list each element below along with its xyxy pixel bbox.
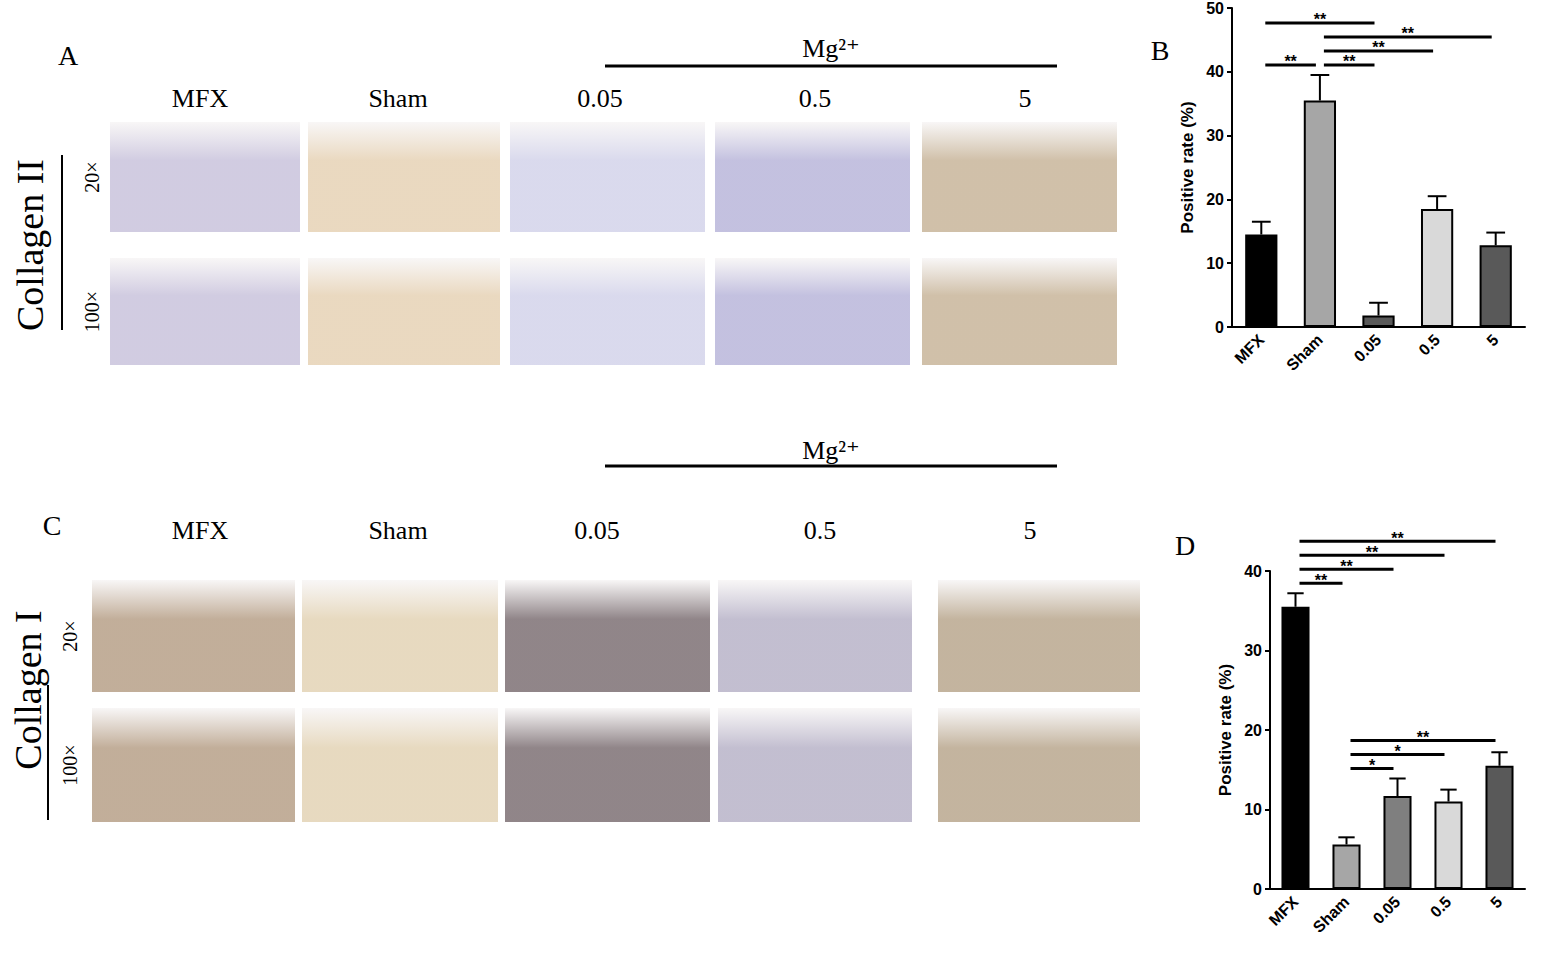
svg-text:Sham: Sham bbox=[368, 516, 427, 545]
svg-text:Mg²⁺: Mg²⁺ bbox=[802, 34, 860, 63]
svg-text:0: 0 bbox=[1215, 319, 1224, 336]
svg-text:*: * bbox=[1369, 757, 1376, 774]
svg-text:MFX: MFX bbox=[172, 516, 229, 545]
svg-text:5: 5 bbox=[1487, 893, 1505, 911]
svg-text:MFX: MFX bbox=[1266, 893, 1302, 929]
svg-text:Sham: Sham bbox=[368, 84, 427, 113]
svg-text:**: ** bbox=[1284, 53, 1297, 70]
svg-text:0.5: 0.5 bbox=[1415, 331, 1443, 359]
svg-text:5: 5 bbox=[1019, 84, 1032, 113]
svg-text:0.5: 0.5 bbox=[804, 516, 837, 545]
svg-text:**: ** bbox=[1314, 11, 1327, 28]
svg-text:30: 30 bbox=[1244, 642, 1262, 659]
svg-text:D: D bbox=[1175, 530, 1195, 561]
svg-text:20: 20 bbox=[1206, 191, 1224, 208]
svg-text:**: ** bbox=[1372, 39, 1385, 56]
svg-text:Collagen II: Collagen II bbox=[9, 159, 51, 331]
svg-text:**: ** bbox=[1366, 544, 1379, 561]
svg-text:C: C bbox=[43, 510, 62, 541]
svg-text:20: 20 bbox=[1244, 722, 1262, 739]
svg-text:10: 10 bbox=[1244, 801, 1262, 818]
svg-text:*: * bbox=[1394, 743, 1401, 760]
svg-text:0.5: 0.5 bbox=[1427, 893, 1455, 921]
svg-text:20×: 20× bbox=[59, 620, 81, 651]
svg-text:0.05: 0.05 bbox=[577, 84, 623, 113]
svg-text:MFX: MFX bbox=[172, 84, 229, 113]
svg-text:**: ** bbox=[1315, 572, 1328, 589]
svg-text:Sham: Sham bbox=[1310, 893, 1353, 936]
svg-text:A: A bbox=[58, 40, 79, 71]
svg-text:0.05: 0.05 bbox=[1350, 331, 1384, 365]
svg-text:40: 40 bbox=[1244, 563, 1262, 580]
svg-text:**: ** bbox=[1340, 558, 1353, 575]
svg-text:**: ** bbox=[1343, 53, 1356, 70]
svg-text:MFX: MFX bbox=[1231, 331, 1267, 367]
svg-text:**: ** bbox=[1402, 25, 1415, 42]
svg-text:10: 10 bbox=[1206, 255, 1224, 272]
svg-text:0.05: 0.05 bbox=[574, 516, 620, 545]
svg-text:Collagen I: Collagen I bbox=[7, 610, 49, 769]
svg-text:**: ** bbox=[1417, 729, 1430, 746]
svg-text:0.05: 0.05 bbox=[1369, 893, 1403, 927]
svg-text:100×: 100× bbox=[59, 744, 81, 785]
svg-text:Sham: Sham bbox=[1283, 331, 1326, 374]
svg-text:40: 40 bbox=[1206, 63, 1224, 80]
svg-text:30: 30 bbox=[1206, 127, 1224, 144]
svg-text:Positive rate (%): Positive rate (%) bbox=[1216, 664, 1235, 796]
svg-text:Positive rate (%): Positive rate (%) bbox=[1178, 101, 1197, 233]
svg-text:5: 5 bbox=[1483, 331, 1501, 349]
svg-text:20×: 20× bbox=[81, 161, 103, 192]
svg-text:5: 5 bbox=[1024, 516, 1037, 545]
svg-text:Mg²⁺: Mg²⁺ bbox=[802, 436, 860, 465]
svg-text:B: B bbox=[1151, 35, 1170, 66]
svg-text:100×: 100× bbox=[81, 291, 103, 332]
svg-text:50: 50 bbox=[1206, 0, 1224, 17]
svg-text:0: 0 bbox=[1253, 881, 1262, 898]
svg-text:0.5: 0.5 bbox=[799, 84, 832, 113]
svg-text:**: ** bbox=[1391, 530, 1404, 547]
